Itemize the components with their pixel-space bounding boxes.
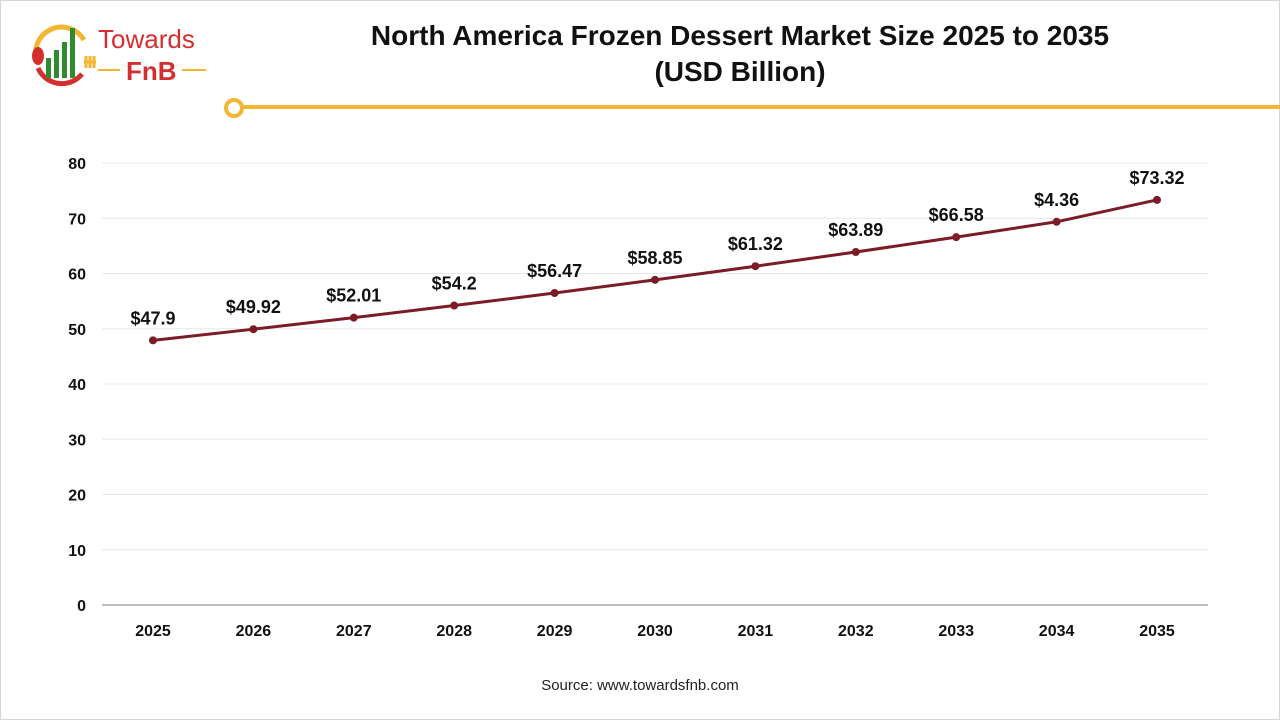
x-tick-label: 2031 <box>738 623 774 640</box>
data-point <box>349 313 358 322</box>
source-note: Source: www.towardsfnb.com <box>541 677 739 694</box>
y-tick-label: 70 <box>68 211 86 228</box>
y-tick-label: 20 <box>68 488 86 505</box>
data-point <box>851 248 860 257</box>
x-tick-label: 2029 <box>537 623 573 640</box>
y-tick-label: 0 <box>77 598 86 615</box>
x-tick-label: 2025 <box>135 623 171 640</box>
y-tick-label: 80 <box>68 156 86 173</box>
brand-logo: Towards FnB <box>32 24 206 87</box>
svg-text:Towards: Towards <box>98 24 195 54</box>
y-tick-label: 60 <box>68 267 86 284</box>
title-rule-ring <box>224 98 244 118</box>
data-point <box>1052 217 1061 226</box>
data-label: $52.01 <box>326 286 381 306</box>
x-tick-label: 2027 <box>336 623 372 640</box>
data-point <box>1153 195 1161 204</box>
y-tick-label: 50 <box>68 322 86 339</box>
x-tick-label: 2028 <box>436 623 472 640</box>
chart-title: North America Frozen Dessert Market Size… <box>300 18 1180 90</box>
subtitle-text: (USD Billion) <box>654 56 826 87</box>
data-label: $73.32 <box>1129 168 1184 188</box>
data-label: $4.36 <box>1034 190 1079 210</box>
data-point <box>550 289 559 298</box>
data-label: $56.47 <box>527 261 582 281</box>
data-label: $49.92 <box>226 297 281 317</box>
x-tick-label: 2032 <box>838 623 874 640</box>
title-rule <box>242 105 1280 109</box>
series-line <box>152 198 1158 342</box>
svg-text:FnB: FnB <box>126 56 177 86</box>
data-label: $58.85 <box>627 248 682 268</box>
data-label: $63.89 <box>828 220 883 240</box>
x-tick-label: 2033 <box>938 623 974 640</box>
y-tick-label: 40 <box>68 377 86 394</box>
data-point <box>651 275 659 284</box>
x-tick-label: 2034 <box>1039 623 1075 640</box>
y-tick-label: 10 <box>68 543 86 560</box>
data-label: $54.2 <box>432 274 477 294</box>
x-tick-label: 2030 <box>637 623 673 640</box>
data-label: $66.58 <box>929 205 984 225</box>
y-tick-label: 30 <box>68 432 86 449</box>
title-text: North America Frozen Dessert Market Size… <box>370 20 1110 51</box>
x-tick-label: 2026 <box>236 623 272 640</box>
data-label: $47.9 <box>130 308 175 328</box>
data-point <box>751 262 760 271</box>
data-point <box>149 336 157 345</box>
data-point <box>450 301 459 310</box>
data-point <box>249 325 258 334</box>
x-tick-label: 2035 <box>1139 623 1175 640</box>
data-point <box>952 233 961 242</box>
data-label: $61.32 <box>728 234 783 254</box>
